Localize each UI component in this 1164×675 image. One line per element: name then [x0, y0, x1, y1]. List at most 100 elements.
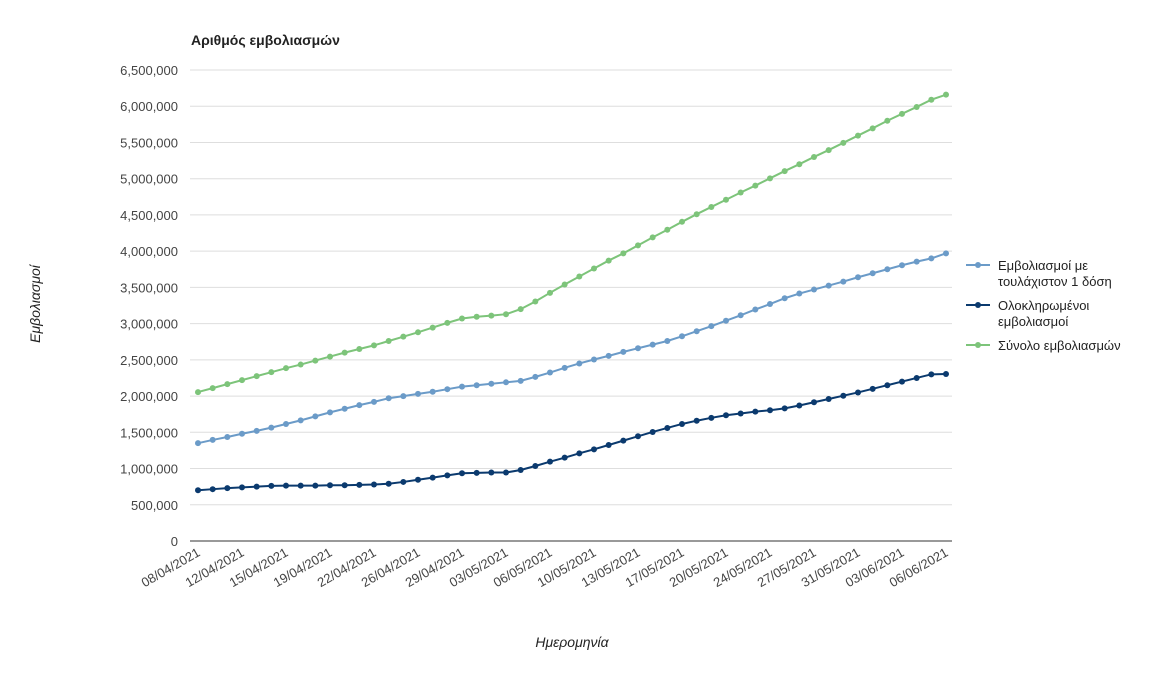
data-point: [356, 402, 363, 409]
data-point: [209, 385, 216, 392]
data-point: [723, 317, 729, 324]
data-point: [312, 413, 319, 420]
data-point: [444, 319, 451, 326]
legend-label: Εμβολιασμοί με: [998, 258, 1088, 273]
data-point: [327, 409, 333, 416]
data-point: [884, 382, 891, 389]
y-tick-label: 4,500,000: [120, 208, 178, 223]
data-point: [708, 203, 715, 210]
data-point: [209, 486, 216, 493]
data-point: [664, 424, 671, 431]
data-point: [620, 348, 627, 355]
data-point: [576, 450, 583, 457]
data-point: [532, 373, 539, 380]
y-tick-label: 6,000,000: [120, 99, 178, 114]
data-point: [781, 168, 788, 175]
data-point: [532, 298, 539, 305]
y-tick-label: 3,500,000: [120, 280, 178, 295]
data-point: [385, 480, 392, 487]
data-point: [679, 420, 685, 427]
data-point: [429, 388, 436, 395]
data-point: [635, 433, 641, 440]
legend-item-3: Σύνολο εμβολιασμών: [966, 338, 1121, 353]
data-point: [811, 399, 817, 406]
data-point: [752, 182, 759, 189]
data-point: [884, 266, 891, 273]
data-point: [591, 265, 597, 272]
y-axis-title: Εμβολιασμοί: [27, 263, 43, 343]
data-point: [503, 379, 509, 386]
legend-label: Σύνολο εμβολιασμών: [998, 338, 1121, 353]
series-layer: [195, 91, 949, 494]
data-point: [532, 463, 539, 469]
data-point: [473, 382, 480, 389]
data-point: [943, 91, 949, 98]
y-axis-ticks: 0 500,000 1,000,000 1,500,000 2,000,000 2,500…: [120, 63, 178, 549]
y-tick-label: 2,500,000: [120, 353, 178, 368]
data-point: [503, 311, 509, 318]
series-3: [195, 91, 949, 396]
data-point: [693, 417, 700, 424]
series-line: [197, 372, 947, 492]
data-point: [884, 117, 891, 124]
data-point: [708, 414, 715, 421]
data-point: [928, 371, 935, 378]
data-point: [371, 481, 377, 488]
data-point: [253, 483, 260, 490]
data-point: [913, 258, 920, 265]
data-point: [341, 405, 348, 412]
data-point: [605, 352, 612, 359]
data-point: [327, 353, 333, 360]
x-axis-title: Ημερομηνία: [535, 634, 609, 650]
data-point: [767, 175, 773, 182]
data-point: [224, 381, 231, 388]
y-tick-label: 2,000,000: [120, 389, 178, 404]
data-point: [899, 262, 905, 269]
data-point: [356, 345, 363, 352]
legend-marker: [975, 262, 981, 268]
data-point: [517, 466, 524, 473]
data-point: [473, 469, 480, 476]
data-point: [796, 402, 803, 409]
y-tick-label: 6,500,000: [120, 63, 178, 78]
data-point: [811, 286, 817, 293]
data-point: [737, 312, 744, 319]
data-point: [283, 365, 289, 372]
data-point: [928, 96, 935, 103]
data-point: [737, 189, 744, 196]
data-point: [605, 441, 612, 448]
data-point: [341, 349, 348, 356]
data-point: [635, 242, 641, 249]
data-point: [635, 345, 641, 352]
data-point: [620, 250, 627, 257]
legend-label: τουλάχιστον 1 δόση: [998, 274, 1112, 289]
data-point: [415, 476, 421, 483]
data-point: [796, 161, 803, 168]
data-point: [195, 440, 201, 447]
data-point: [737, 410, 744, 417]
data-point: [723, 196, 729, 203]
y-tick-label: 4,000,000: [120, 244, 178, 259]
data-point: [385, 338, 392, 345]
data-point: [840, 278, 847, 285]
data-point: [400, 478, 407, 485]
data-point: [503, 469, 509, 476]
data-point: [649, 234, 656, 241]
data-point: [488, 380, 495, 387]
data-point: [561, 454, 568, 461]
data-point: [547, 289, 553, 296]
series-line: [197, 93, 947, 394]
data-point: [195, 487, 201, 494]
data-point: [928, 255, 935, 262]
data-point: [400, 333, 407, 340]
y-tick-label: 1,500,000: [120, 425, 178, 440]
data-point: [488, 469, 495, 476]
data-point: [371, 398, 377, 405]
data-point: [840, 392, 847, 399]
data-point: [855, 274, 861, 281]
data-point: [781, 405, 788, 412]
data-point: [297, 417, 304, 424]
